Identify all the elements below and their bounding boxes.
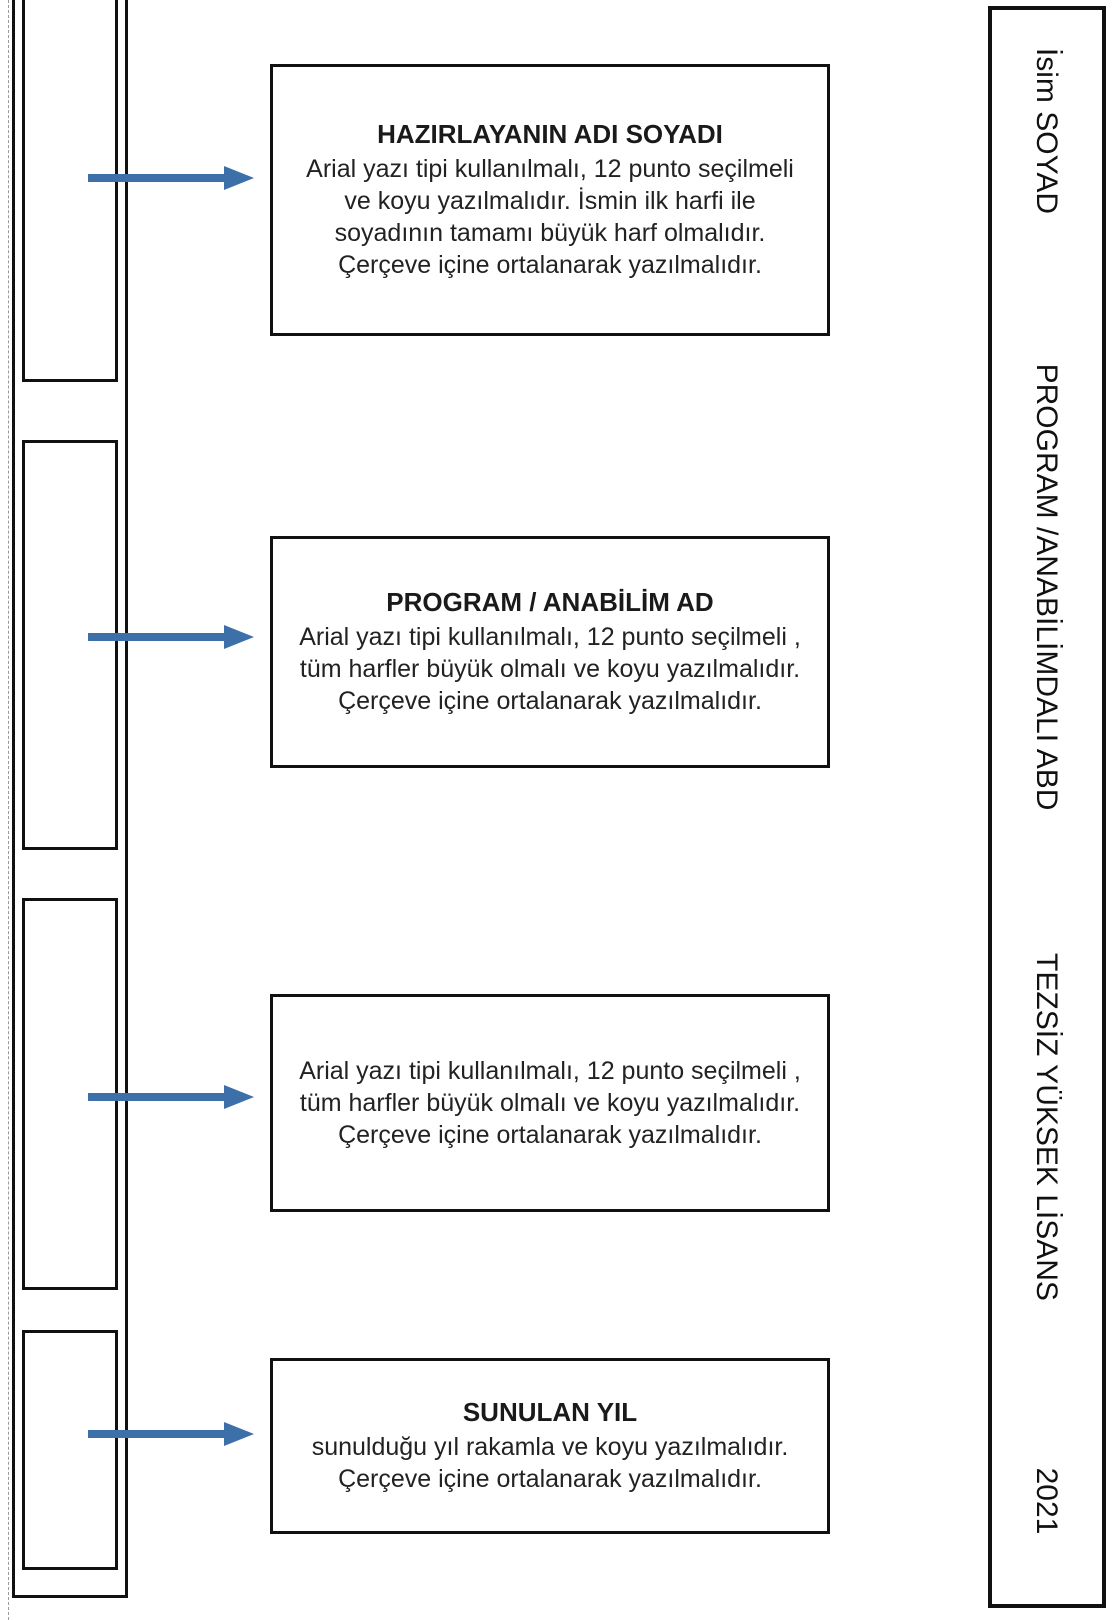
spine-year: 2021	[1030, 1467, 1063, 1535]
spine-name: İsim SOYAD	[1030, 47, 1063, 215]
spine-slot-year	[22, 1330, 118, 1570]
spine-slot-name	[22, 0, 118, 382]
spine-label-frame	[988, 6, 1106, 1608]
spine-program: PROGRAM /ANABİLİMDALI ABD	[1030, 363, 1063, 811]
info-box-name: HAZIRLAYANIN ADI SOYADI Arial yazı tipi …	[270, 64, 830, 336]
spine-outline	[12, 0, 128, 1598]
spine-slot-program	[22, 440, 118, 850]
info-box-title: PROGRAM / ANABİLİM AD	[386, 587, 714, 618]
info-box-text: Arial yazı tipi kullanılmalı, 12 punto s…	[299, 622, 801, 715]
page-edge-guide	[8, 0, 9, 1620]
info-box-title: SUNULAN YIL	[462, 1397, 638, 1428]
info-box-program: PROGRAM / ANABİLİM AD Arial yazı tipi ku…	[270, 536, 830, 768]
arrow-right-icon	[88, 1085, 254, 1109]
arrow-right-icon	[88, 166, 254, 190]
arrow-right-icon	[88, 1422, 254, 1446]
arrow-right-icon	[88, 625, 254, 649]
info-box-title: HAZIRLAYANIN ADI SOYADI	[377, 119, 723, 150]
info-box-text: sunulduğu yıl rakamla ve koyu yazılmalıd…	[311, 1432, 789, 1493]
info-box-year: SUNULAN YIL sunulduğu yıl rakamla ve koy…	[270, 1358, 830, 1534]
info-box-text: Arial yazı tipi kullanılmalı, 12 punto s…	[306, 154, 794, 279]
info-box-text: Arial yazı tipi kullanılmalı, 12 punto s…	[299, 1057, 801, 1149]
info-box-degree: Arial yazı tipi kullanılmalı, 12 punto s…	[270, 994, 830, 1212]
spine-degree: TEZSİZ YÜKSEK LİSANS	[1030, 953, 1063, 1301]
